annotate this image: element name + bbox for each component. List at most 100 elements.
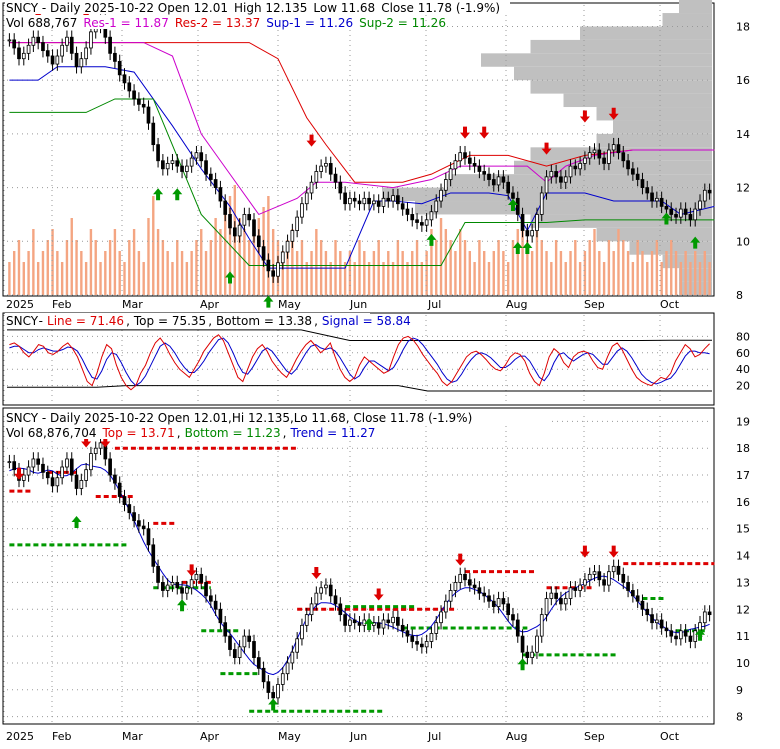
volume-bar — [247, 240, 251, 295]
candle-body — [31, 36, 36, 46]
stoch-bottom-line — [7, 385, 712, 392]
y-tick-label: 16 — [736, 74, 750, 87]
y-tick-label: 18 — [736, 442, 750, 455]
candle-body — [520, 214, 525, 231]
candle-body — [31, 458, 36, 468]
candle-body — [285, 240, 290, 253]
candle-body — [659, 619, 664, 629]
candle-body — [137, 98, 141, 105]
y-tick-label: 60 — [736, 347, 750, 360]
candle-body — [218, 187, 223, 202]
volume-bar — [612, 251, 615, 295]
candle-body — [36, 36, 41, 43]
candle-body — [60, 466, 64, 479]
candle-body — [93, 447, 98, 454]
candle-body — [266, 681, 271, 693]
candle-body — [568, 587, 573, 599]
candle-body — [79, 58, 84, 68]
candle-body — [434, 622, 439, 634]
candle-body — [472, 584, 477, 589]
volume-bar — [99, 262, 102, 295]
candle-body — [597, 571, 602, 581]
volume-bar — [60, 262, 64, 295]
candle-body — [132, 512, 136, 522]
volume-bar — [329, 262, 332, 295]
volume-bar — [535, 229, 539, 295]
volume-bar — [530, 251, 534, 295]
volume-bar — [190, 251, 193, 295]
candle-body — [578, 163, 582, 170]
volume-profile-bar — [448, 174, 712, 188]
sup2-line — [9, 98, 715, 266]
volume-bar — [94, 240, 97, 295]
x-tick-label: Jul — [427, 298, 441, 311]
candle-body — [180, 587, 184, 594]
buy-arrow-icon — [263, 295, 274, 308]
candle-body — [165, 584, 170, 591]
volume-bar — [75, 240, 78, 295]
volume-bar — [703, 251, 707, 295]
volume-profile-bar — [530, 147, 712, 161]
candle-body — [587, 573, 592, 581]
candle-body — [367, 197, 371, 205]
volume-bar — [449, 240, 452, 295]
candle-body — [232, 649, 237, 658]
volume-bar — [185, 262, 189, 295]
stoch-panel: 20 40 60 80 — [3, 315, 750, 402]
candle-body — [232, 227, 237, 237]
volume-bar — [459, 229, 462, 295]
volume-profile-bar — [596, 227, 712, 242]
candle-body — [256, 657, 261, 669]
volume-bar — [209, 240, 213, 295]
candle-body — [559, 598, 563, 605]
volume-profile-bar — [596, 133, 712, 148]
candle-body — [544, 598, 549, 616]
candle-body — [319, 165, 323, 172]
candle-body — [669, 630, 674, 637]
main-header-title: SNCY - Daily 2025-10-22 Open 12.01 — [6, 1, 228, 15]
x-tick-label: Mar — [122, 730, 143, 743]
volume-bar — [281, 251, 284, 295]
sell-arrow-icon — [311, 567, 322, 580]
x-tick-label: Sep — [584, 298, 605, 311]
stoch-header-line: Line = 71.46 — [47, 314, 124, 328]
candle-body — [439, 189, 443, 202]
volume-bar — [492, 251, 495, 295]
volume-bar — [679, 262, 683, 295]
candle-body — [678, 630, 683, 640]
volume-bar — [80, 251, 83, 295]
candle-body — [420, 643, 424, 648]
volume-profile-bar — [514, 66, 712, 81]
y-tick-label: 10 — [736, 235, 750, 248]
candle-body — [151, 122, 156, 146]
volume-bar — [176, 240, 179, 295]
candle-body — [496, 176, 501, 186]
candle-body — [175, 160, 180, 167]
candle-body — [434, 200, 439, 213]
candle-body — [304, 192, 309, 205]
candle-body — [79, 480, 84, 489]
candle-body — [127, 82, 132, 92]
candle-body — [640, 600, 645, 610]
candle-body — [391, 616, 395, 624]
volume-bar — [468, 251, 472, 295]
volume-bar — [650, 251, 654, 295]
candle-body — [702, 611, 707, 624]
volume-bar — [602, 262, 606, 295]
volume-bar — [516, 229, 519, 295]
candle-body — [448, 590, 453, 602]
volume-bar — [506, 262, 510, 295]
trend-header-bottom: Bottom = 11.23 — [185, 426, 281, 440]
main-header-res1: Res-1 = 11.87 — [83, 16, 168, 30]
volume-profile-bar — [679, 0, 712, 14]
candle-body — [400, 203, 405, 210]
candle-body — [300, 203, 304, 218]
candle-body — [122, 496, 127, 505]
volume-bar — [694, 251, 697, 295]
candle-body — [189, 579, 194, 589]
trend-header-trend: Trend = 11.27 — [290, 426, 376, 440]
candle-body — [300, 624, 304, 640]
candle-body — [578, 584, 582, 591]
candle-body — [621, 152, 626, 162]
trend-panel-frame — [2, 407, 715, 725]
